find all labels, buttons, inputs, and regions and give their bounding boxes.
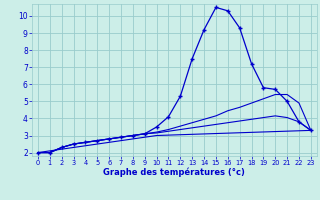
- X-axis label: Graphe des températures (°c): Graphe des températures (°c): [103, 168, 245, 177]
